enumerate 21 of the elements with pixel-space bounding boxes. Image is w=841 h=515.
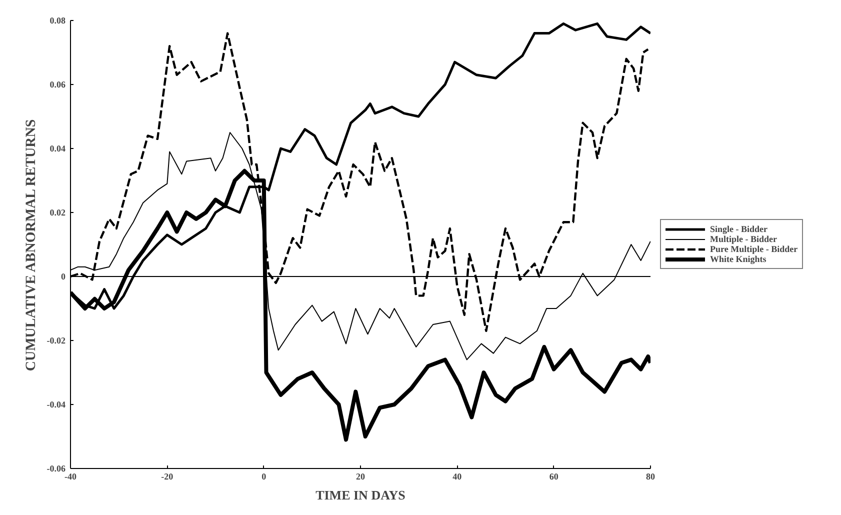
y-tick-label: 0.06	[50, 80, 66, 90]
x-tick-label: 40	[452, 472, 462, 482]
x-tick-label: 80	[646, 472, 656, 482]
legend-label: Pure Multiple - Bidder	[710, 244, 798, 254]
y-tick-label: 0	[61, 272, 66, 282]
y-tick-label: -0.02	[46, 336, 66, 346]
y-tick-label: 0.08	[50, 16, 66, 26]
y-axis-title: CUMULATIVE ABNORMAL RETURNS	[24, 119, 39, 372]
legend-label: Multiple - Bidder	[710, 234, 777, 244]
y-tick-label: -0.06	[46, 464, 66, 474]
legend-label: Single - Bidder	[710, 224, 768, 234]
y-tick-label: 0.02	[50, 208, 66, 218]
x-tick-label: 60	[549, 472, 559, 482]
y-tick-label: 0.04	[50, 144, 66, 154]
x-tick-label: 20	[356, 472, 366, 482]
x-tick-label: 0	[262, 472, 267, 482]
x-tick-label: -40	[64, 472, 77, 482]
x-tick-label: -20	[161, 472, 174, 482]
legend-label: White Knights	[710, 254, 766, 264]
y-tick-label: -0.04	[46, 400, 66, 410]
x-axis-title: TIME IN DAYS	[316, 488, 406, 502]
